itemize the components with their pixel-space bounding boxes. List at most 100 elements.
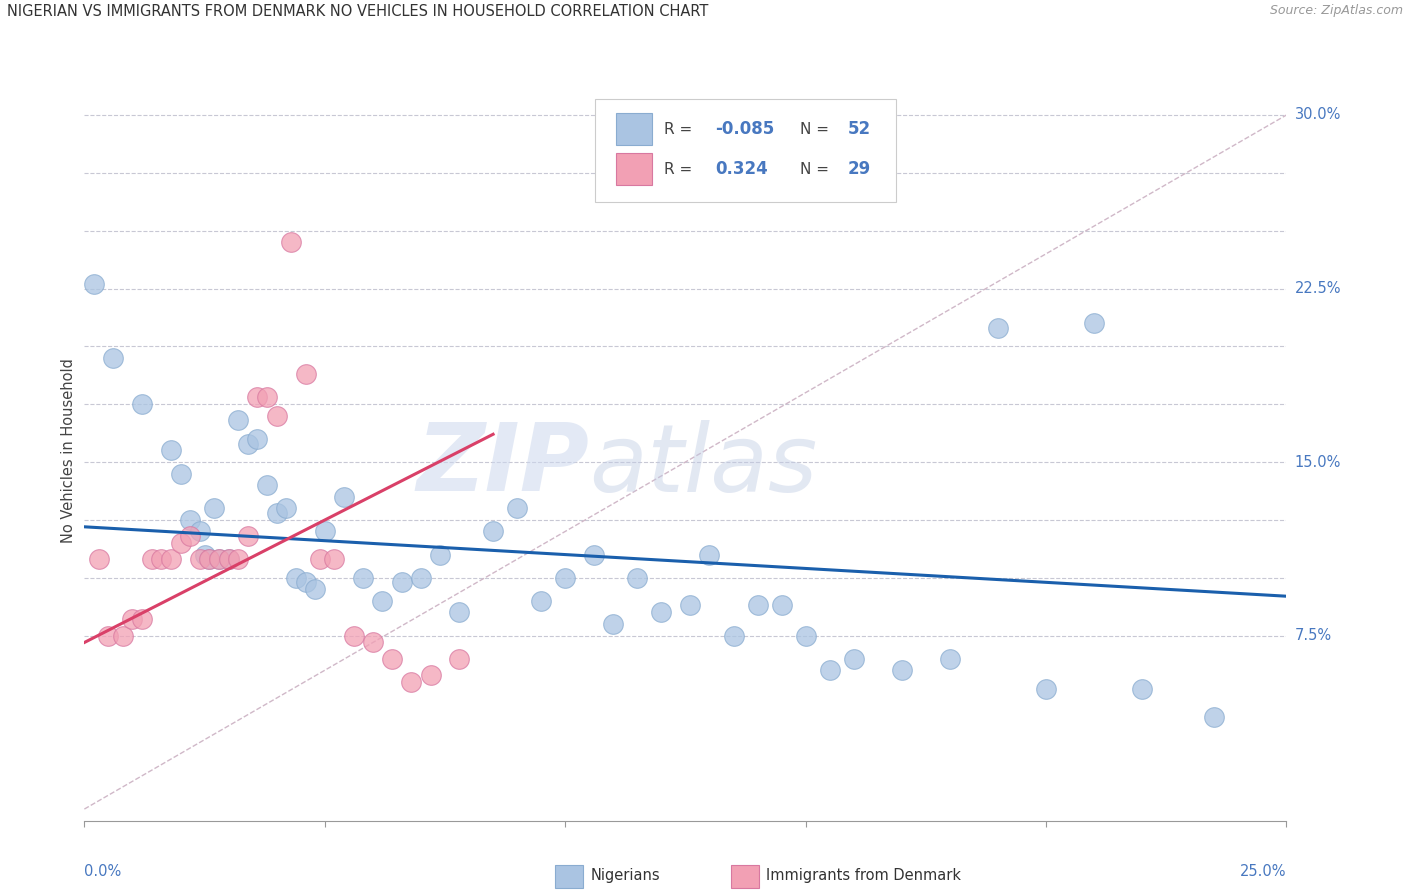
- Text: 52: 52: [848, 120, 870, 138]
- Point: [131, 397, 153, 411]
- Point: [723, 629, 745, 643]
- Point: [131, 612, 153, 626]
- Text: atlas: atlas: [589, 420, 817, 511]
- Y-axis label: No Vehicles in Household: No Vehicles in Household: [60, 358, 76, 543]
- Point: [188, 524, 211, 539]
- Point: [1083, 316, 1105, 330]
- Point: [141, 552, 163, 566]
- Point: [449, 651, 471, 665]
- Point: [97, 629, 120, 643]
- Text: Source: ZipAtlas.com: Source: ZipAtlas.com: [1270, 4, 1403, 18]
- Text: 25.0%: 25.0%: [1240, 863, 1286, 879]
- Point: [343, 629, 366, 643]
- Text: NIGERIAN VS IMMIGRANTS FROM DENMARK NO VEHICLES IN HOUSEHOLD CORRELATION CHART: NIGERIAN VS IMMIGRANTS FROM DENMARK NO V…: [7, 4, 709, 20]
- Point: [371, 594, 394, 608]
- FancyBboxPatch shape: [595, 99, 896, 202]
- Point: [208, 552, 231, 566]
- Point: [482, 524, 505, 539]
- Point: [246, 432, 269, 446]
- Point: [679, 599, 702, 613]
- Point: [818, 663, 841, 677]
- Point: [626, 571, 648, 585]
- Point: [391, 575, 413, 590]
- Point: [226, 552, 249, 566]
- Point: [256, 390, 278, 404]
- Point: [266, 409, 288, 423]
- Text: 7.5%: 7.5%: [1295, 628, 1331, 643]
- Text: -0.085: -0.085: [716, 120, 775, 138]
- Point: [218, 552, 240, 566]
- Point: [1130, 681, 1153, 696]
- Point: [449, 606, 471, 620]
- Point: [890, 663, 912, 677]
- Point: [198, 552, 221, 566]
- Point: [602, 617, 624, 632]
- Text: 22.5%: 22.5%: [1295, 281, 1341, 296]
- Point: [226, 413, 249, 427]
- Point: [361, 635, 384, 649]
- Point: [333, 490, 356, 504]
- Point: [530, 594, 553, 608]
- Point: [188, 552, 211, 566]
- Point: [121, 612, 143, 626]
- Point: [83, 277, 105, 291]
- Text: ZIP: ZIP: [416, 419, 589, 511]
- Point: [1204, 709, 1226, 723]
- Point: [87, 552, 110, 566]
- Point: [236, 529, 259, 543]
- Text: 15.0%: 15.0%: [1295, 455, 1341, 469]
- Point: [202, 501, 225, 516]
- Text: 29: 29: [848, 161, 870, 178]
- Point: [939, 651, 962, 665]
- Point: [256, 478, 278, 492]
- Text: Nigerians: Nigerians: [591, 869, 661, 883]
- Text: Immigrants from Denmark: Immigrants from Denmark: [766, 869, 962, 883]
- Point: [381, 651, 404, 665]
- Point: [419, 668, 441, 682]
- Text: N =: N =: [800, 121, 828, 136]
- Text: N =: N =: [800, 161, 828, 177]
- Point: [770, 599, 793, 613]
- Point: [314, 524, 336, 539]
- Point: [583, 548, 606, 562]
- Point: [179, 529, 201, 543]
- Point: [194, 548, 217, 562]
- Point: [1035, 681, 1057, 696]
- Point: [160, 443, 183, 458]
- Text: R =: R =: [664, 161, 692, 177]
- Point: [169, 467, 191, 481]
- Point: [309, 552, 332, 566]
- Point: [103, 351, 125, 365]
- Point: [280, 235, 302, 250]
- Point: [794, 629, 817, 643]
- Point: [266, 506, 288, 520]
- Point: [179, 513, 201, 527]
- Point: [987, 321, 1010, 335]
- Text: 0.324: 0.324: [716, 161, 768, 178]
- Point: [198, 552, 221, 566]
- Point: [160, 552, 183, 566]
- Point: [276, 501, 298, 516]
- Bar: [616, 113, 652, 145]
- Point: [284, 571, 307, 585]
- Point: [747, 599, 769, 613]
- Point: [246, 390, 269, 404]
- Point: [111, 629, 134, 643]
- Point: [409, 571, 432, 585]
- Point: [304, 582, 326, 597]
- Point: [699, 548, 721, 562]
- Point: [294, 367, 316, 381]
- Point: [169, 536, 191, 550]
- Point: [323, 552, 346, 566]
- Point: [236, 436, 259, 450]
- Text: R =: R =: [664, 121, 692, 136]
- Point: [294, 575, 316, 590]
- Point: [150, 552, 173, 566]
- Point: [352, 571, 374, 585]
- Text: 0.0%: 0.0%: [84, 863, 121, 879]
- Point: [650, 606, 672, 620]
- Text: 30.0%: 30.0%: [1295, 107, 1341, 122]
- Point: [429, 548, 451, 562]
- Point: [218, 552, 240, 566]
- Point: [208, 552, 231, 566]
